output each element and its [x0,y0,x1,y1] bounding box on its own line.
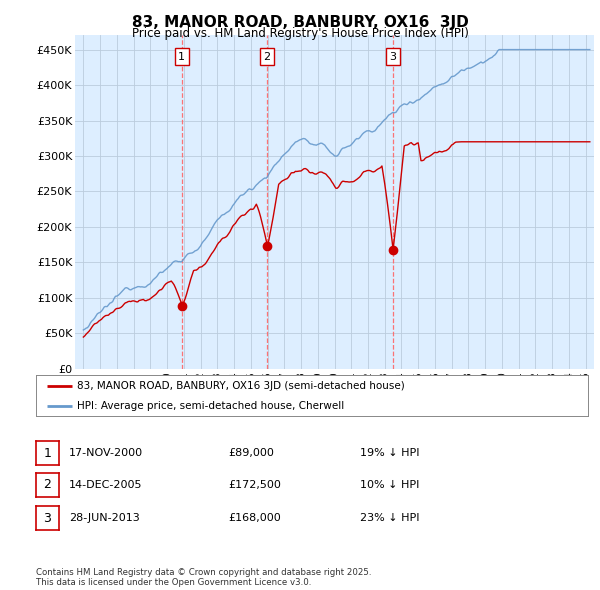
Text: £89,000: £89,000 [228,448,274,458]
Text: 10% ↓ HPI: 10% ↓ HPI [360,480,419,490]
Text: 1: 1 [178,52,185,62]
Text: 2: 2 [43,478,52,491]
Text: £172,500: £172,500 [228,480,281,490]
Text: 83, MANOR ROAD, BANBURY, OX16  3JD: 83, MANOR ROAD, BANBURY, OX16 3JD [131,15,469,30]
Text: 2: 2 [263,52,271,62]
Text: HPI: Average price, semi-detached house, Cherwell: HPI: Average price, semi-detached house,… [77,401,344,411]
Text: 28-JUN-2013: 28-JUN-2013 [69,513,140,523]
Text: 19% ↓ HPI: 19% ↓ HPI [360,448,419,458]
Text: 14-DEC-2005: 14-DEC-2005 [69,480,143,490]
Text: 1: 1 [43,447,52,460]
Text: 83, MANOR ROAD, BANBURY, OX16 3JD (semi-detached house): 83, MANOR ROAD, BANBURY, OX16 3JD (semi-… [77,381,405,391]
Text: 17-NOV-2000: 17-NOV-2000 [69,448,143,458]
Text: 3: 3 [43,512,52,525]
Text: Price paid vs. HM Land Registry's House Price Index (HPI): Price paid vs. HM Land Registry's House … [131,27,469,40]
Text: £168,000: £168,000 [228,513,281,523]
Text: 23% ↓ HPI: 23% ↓ HPI [360,513,419,523]
Text: Contains HM Land Registry data © Crown copyright and database right 2025.
This d: Contains HM Land Registry data © Crown c… [36,568,371,587]
Text: 3: 3 [389,52,397,62]
